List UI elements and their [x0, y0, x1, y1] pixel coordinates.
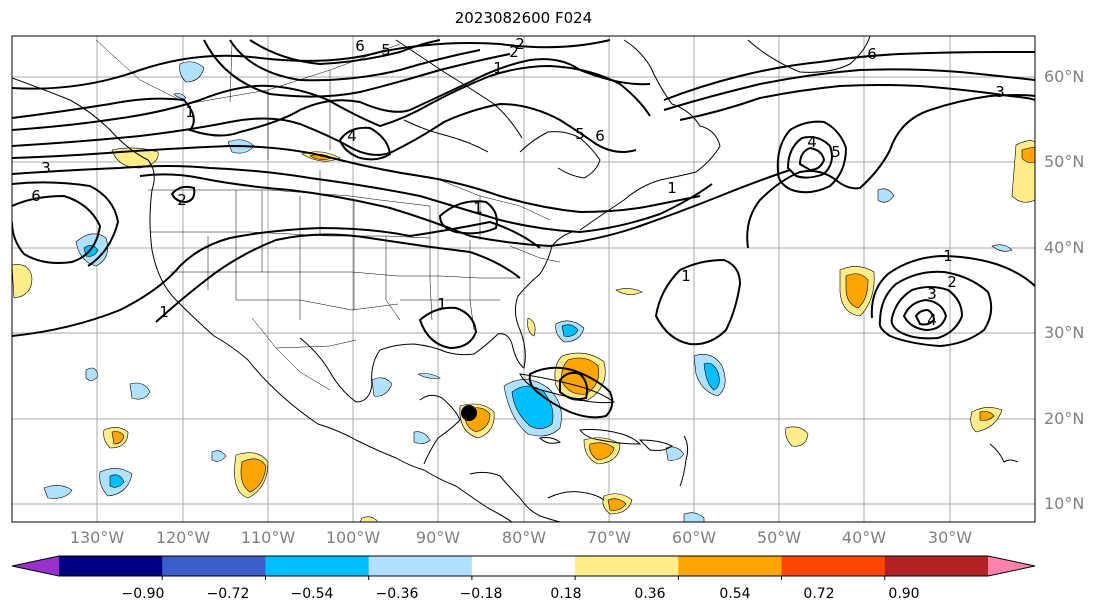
lon-label-60w: 60°W	[671, 528, 717, 547]
contour-lines	[12, 39, 1035, 419]
colorbar-segment	[471, 556, 576, 576]
lat-label-10n: 10°N	[1044, 494, 1085, 513]
colorbar-tick-label: 0.18	[550, 586, 582, 602]
contour-value-label: 1	[473, 199, 483, 217]
map-title: 2023082600 F024	[454, 9, 593, 27]
contour-value-label: 2	[177, 191, 187, 209]
contour-value-label: 1	[943, 247, 953, 265]
contour-value-label: 1	[437, 295, 447, 313]
colorbar-segment	[162, 556, 266, 576]
colorbar-tick-label: −0.90	[121, 586, 165, 602]
contour-value-label: 5	[381, 41, 391, 59]
contour-value-label: 1	[159, 303, 169, 321]
lon-label-70w: 70°W	[586, 528, 632, 547]
lon-label-90w: 90°W	[415, 528, 461, 547]
colorbar-tick-label: −0.72	[206, 586, 250, 602]
contour-value-label: 5	[831, 143, 841, 161]
colorbar-tick-label: 0.54	[719, 586, 751, 602]
contour-value-label: 3	[927, 285, 937, 303]
state-borders	[95, 39, 561, 391]
contour-value-label: 5	[575, 125, 585, 143]
colorbar-segment	[884, 556, 989, 576]
lat-label-60n: 60°N	[1044, 67, 1085, 86]
colorbar-extend-high	[988, 556, 1035, 576]
contour-value-label: 1	[681, 267, 691, 285]
contour-value-label: 2	[515, 35, 525, 53]
lat-label-50n: 50°N	[1044, 152, 1085, 171]
contour-value-label: 6	[355, 37, 365, 55]
colorbar-tick-label: 0.36	[634, 586, 666, 602]
colorbar-tick-label: 0.72	[803, 586, 835, 602]
contour-value-label: 4	[347, 127, 357, 145]
colorbar-tick-label: −0.54	[290, 586, 334, 602]
colorbar-tick-label: −0.18	[459, 586, 503, 602]
contour-value-label: 2	[947, 273, 957, 291]
colorbar-tick-label: −0.36	[375, 586, 419, 602]
coastlines	[12, 36, 1019, 522]
colorbar-extend-low	[12, 556, 59, 576]
colorbar-segment	[265, 556, 370, 576]
colorbar	[11, 555, 1036, 580]
contour-value-label: 1	[185, 103, 195, 121]
lon-label-80w: 80°W	[501, 528, 547, 547]
contour-value-label: 6	[31, 187, 41, 205]
colorbar-segment	[368, 556, 473, 576]
contour-value-label: 6	[595, 127, 605, 145]
contour-value-label: 1	[493, 59, 503, 77]
contour-value-label: 3	[41, 159, 51, 177]
colorbar-segment	[678, 556, 783, 576]
lon-label-130w: 130°W	[69, 528, 125, 547]
contour-value-label: 6	[867, 45, 877, 63]
lon-label-50w: 50°W	[756, 528, 802, 547]
map-frame	[11, 35, 1036, 523]
colorbar-tick-label: 0.90	[888, 586, 920, 602]
colorbar-segment	[59, 556, 163, 576]
contour-value-label: 4	[807, 133, 817, 151]
contour-value-label: 4	[927, 311, 937, 329]
contour-value-label: 1	[667, 179, 677, 197]
lon-label-30w: 30°W	[927, 528, 973, 547]
lon-label-120w: 120°W	[155, 528, 211, 547]
lat-label-40n: 40°N	[1044, 238, 1085, 257]
lon-label-110w: 110°W	[240, 528, 296, 547]
lon-label-40w: 40°W	[841, 528, 887, 547]
colorbar-segment	[575, 556, 679, 576]
colorbar-segment	[781, 556, 886, 576]
contour-value-label: 3	[995, 83, 1005, 101]
colorbar-outline	[11, 555, 1036, 577]
lat-label-30n: 30°N	[1044, 323, 1085, 342]
contour-value-label: 2	[509, 43, 519, 61]
lat-label-20n: 20°N	[1044, 409, 1085, 428]
lon-label-100w: 100°W	[325, 528, 381, 547]
storm-center-marker	[461, 405, 477, 421]
